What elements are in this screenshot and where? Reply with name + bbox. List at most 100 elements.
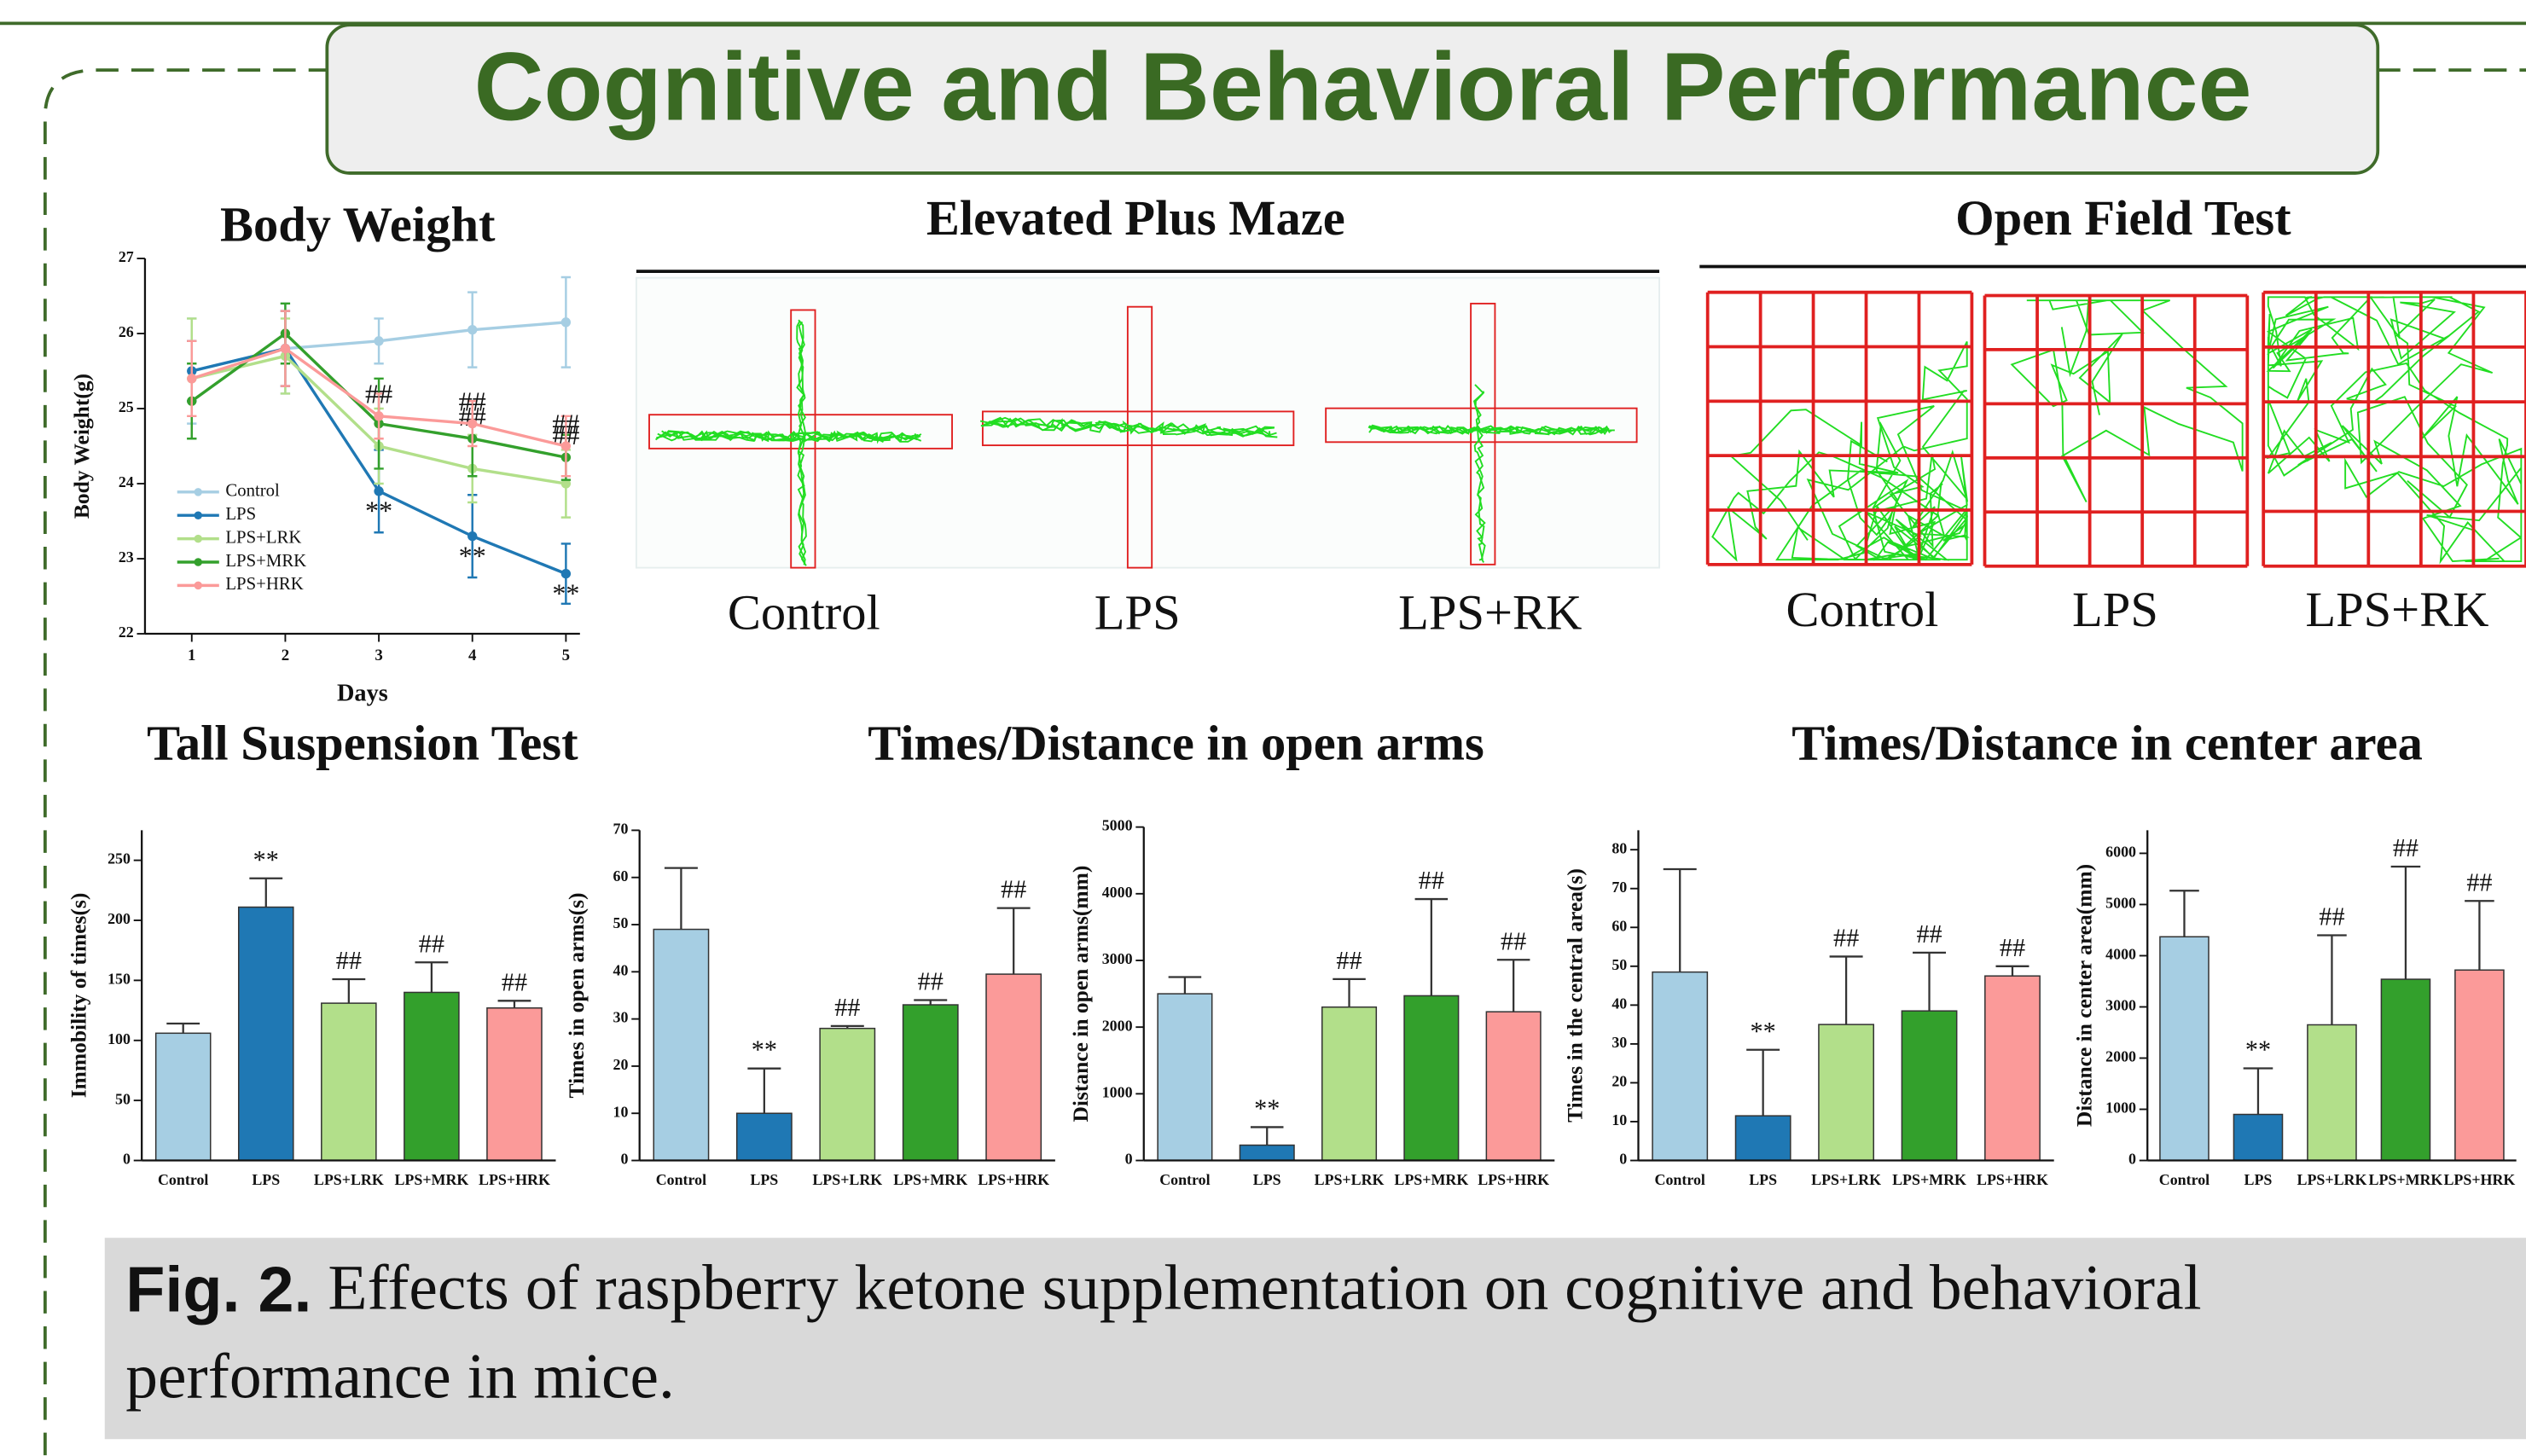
x-tick-label: Control: [158, 1171, 208, 1188]
legend-label: LPS+LRK: [225, 527, 301, 547]
y-tick-label: 1000: [2105, 1099, 2136, 1117]
x-tick-label: LPS+MRK: [893, 1171, 967, 1188]
point: [561, 441, 571, 450]
caption-line: Fig. 2. Effects of raspberry ketone supp…: [125, 1253, 2201, 1326]
point: [281, 344, 290, 353]
x-tick-label: LPS+LRK: [812, 1171, 882, 1188]
bar: [1158, 994, 1212, 1160]
y-axis-label: Distance in center area(mm): [2071, 864, 2096, 1127]
annotation: ##: [1501, 926, 1526, 955]
bar: [322, 1003, 376, 1160]
y-tick-label: 24: [119, 473, 134, 490]
image-label: Control: [728, 585, 880, 641]
x-tick-label: Control: [1159, 1171, 1210, 1188]
caption-label: Fig. 2.: [125, 1254, 311, 1325]
y-tick-label: 10: [1611, 1111, 1627, 1128]
bar: [1240, 1146, 1294, 1161]
annotation: ##: [1419, 866, 1444, 895]
image-label: LPS+RK: [2305, 582, 2488, 637]
x-tick-label: Control: [2159, 1171, 2210, 1188]
x-tick-label: LPS+MRK: [394, 1171, 468, 1188]
annotation: ##: [459, 386, 486, 416]
legend-marker: [195, 535, 202, 542]
x-tick-label: LPS+LRK: [1315, 1171, 1385, 1188]
section-title: Times/Distance in center area: [1791, 716, 2423, 771]
x-tick-label: LPS: [1749, 1171, 1777, 1188]
bar: [1652, 972, 1707, 1161]
annotation: **: [752, 1035, 777, 1064]
maze-images: [636, 278, 1659, 568]
bar: [2455, 970, 2504, 1160]
x-tick-label: LPS: [1253, 1171, 1281, 1188]
y-tick-label: 80: [1611, 839, 1627, 856]
annotation: ##: [834, 993, 860, 1022]
point: [467, 325, 477, 334]
caption-line: performance in mice.: [125, 1341, 675, 1412]
bar: [820, 1029, 874, 1161]
y-tick-label: 50: [115, 1090, 131, 1107]
y-tick-label: 100: [107, 1030, 131, 1047]
y-tick-label: 40: [613, 961, 629, 978]
y-tick-label: 4000: [1102, 884, 1133, 901]
y-tick-label: 0: [123, 1151, 131, 1168]
image-label: LPS: [2072, 582, 2158, 637]
y-axis-label: Immobility of times(s): [66, 893, 90, 1099]
point: [467, 419, 477, 428]
annotation: ##: [502, 967, 527, 996]
y-tick-label: 1000: [1102, 1083, 1133, 1100]
legend-marker: [195, 558, 202, 566]
x-tick-label: LPS: [750, 1171, 778, 1188]
x-tick-label: LPS: [252, 1171, 280, 1188]
y-tick-label: 4000: [2105, 946, 2136, 963]
x-tick-label: 1: [188, 647, 195, 664]
y-tick-label: 50: [1611, 956, 1627, 973]
y-tick-label: 200: [107, 910, 131, 927]
y-tick-label: 30: [1611, 1034, 1627, 1051]
y-tick-label: 26: [119, 323, 134, 340]
y-tick-label: 20: [613, 1056, 629, 1073]
y-tick-label: 0: [2128, 1151, 2136, 1168]
x-tick-label: LPS+HRK: [1478, 1171, 1549, 1188]
x-tick-label: LPS+MRK: [1394, 1171, 1468, 1188]
legend-marker: [195, 582, 202, 589]
x-tick-label: LPS+LRK: [314, 1171, 384, 1188]
y-tick-label: 22: [119, 624, 134, 641]
section-title: Times/Distance in open arms: [868, 716, 1484, 771]
section-title: Open Field Test: [1955, 190, 2291, 246]
bar: [1736, 1116, 1791, 1160]
y-tick-label: 23: [119, 548, 134, 566]
x-axis-label: Days: [337, 680, 388, 706]
annotation: ##: [552, 409, 579, 439]
x-tick-label: 5: [562, 647, 570, 664]
y-tick-label: 60: [1611, 917, 1627, 934]
y-tick-label: 6000: [2105, 844, 2136, 861]
image-label: LPS: [1095, 585, 1181, 641]
y-tick-label: 5000: [2105, 895, 2136, 912]
bar: [737, 1113, 792, 1160]
x-tick-label: 4: [468, 647, 477, 664]
bar: [1404, 995, 1459, 1160]
x-tick-label: LPS+MRK: [1892, 1171, 1966, 1188]
x-tick-label: LPS: [2244, 1171, 2273, 1188]
annotation: ##: [1336, 946, 1362, 975]
x-tick-label: LPS+LRK: [1811, 1171, 1881, 1188]
y-tick-label: 50: [613, 914, 629, 931]
x-tick-label: Control: [656, 1171, 706, 1188]
bar: [2381, 979, 2430, 1160]
annotation: ##: [2466, 867, 2492, 896]
bar: [404, 992, 459, 1160]
bar: [2160, 937, 2209, 1160]
annotation: **: [365, 496, 392, 526]
annotation: **: [253, 845, 279, 874]
annotation: **: [2245, 1035, 2271, 1064]
legend-marker: [195, 488, 202, 496]
y-tick-label: 70: [613, 821, 629, 838]
x-tick-label: Control: [1655, 1171, 1705, 1188]
y-tick-label: 60: [613, 867, 629, 885]
y-tick-label: 10: [613, 1103, 629, 1120]
x-tick-label: LPS+HRK: [479, 1171, 550, 1188]
y-tick-label: 70: [1611, 879, 1627, 896]
bar: [1819, 1024, 1873, 1160]
annotation: ##: [1916, 919, 1942, 948]
bar: [487, 1008, 542, 1161]
